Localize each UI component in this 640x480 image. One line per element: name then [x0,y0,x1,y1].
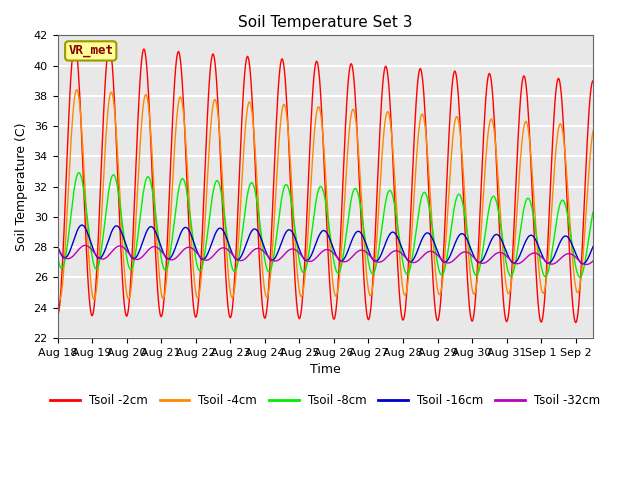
Tsoil -32cm [459,250,467,255]
Tsoil -4cm [218,162,225,168]
Tsoil -16cm [78,222,86,228]
Tsoil -16cm [171,246,179,252]
Tsoil -2cm [325,266,333,272]
Tsoil -8cm [54,252,61,258]
Tsoil -16cm [564,235,572,241]
Tsoil -2cm [459,177,467,183]
Tsoil -16cm [459,231,467,237]
Tsoil -4cm [547,213,555,218]
Tsoil -4cm [589,128,597,134]
Tsoil -4cm [54,291,61,297]
Text: VR_met: VR_met [68,45,113,58]
Tsoil -4cm [73,87,81,93]
Tsoil -2cm [572,320,580,325]
Tsoil -8cm [564,218,572,224]
Tsoil -8cm [217,188,225,194]
Tsoil -16cm [547,259,554,265]
Title: Soil Temperature Set 3: Soil Temperature Set 3 [238,15,413,30]
Tsoil -16cm [325,234,333,240]
Tsoil -8cm [589,209,597,215]
Y-axis label: Soil Temperature (C): Soil Temperature (C) [15,122,28,251]
Line: Tsoil -8cm: Tsoil -8cm [58,173,593,277]
Tsoil -2cm [589,78,597,84]
Tsoil -8cm [459,201,467,206]
Tsoil -32cm [217,245,225,251]
Tsoil -8cm [547,258,554,264]
Tsoil -4cm [326,239,333,245]
Tsoil -16cm [589,244,597,250]
Tsoil -32cm [81,242,89,248]
Line: Tsoil -2cm: Tsoil -2cm [58,44,593,323]
Tsoil -16cm [579,261,587,266]
Tsoil -4cm [460,172,467,178]
Line: Tsoil -16cm: Tsoil -16cm [58,225,593,264]
Tsoil -2cm [564,229,572,235]
Tsoil -16cm [217,226,225,231]
Tsoil -32cm [325,247,333,253]
Tsoil -16cm [54,243,61,249]
Line: Tsoil -32cm: Tsoil -32cm [58,245,593,264]
Tsoil -4cm [56,297,63,303]
Line: Tsoil -4cm: Tsoil -4cm [58,90,593,300]
Tsoil -8cm [171,214,179,219]
Tsoil -4cm [565,209,573,215]
Legend: Tsoil -2cm, Tsoil -4cm, Tsoil -8cm, Tsoil -16cm, Tsoil -32cm: Tsoil -2cm, Tsoil -4cm, Tsoil -8cm, Tsoi… [45,389,605,412]
Tsoil -4cm [172,130,179,136]
Tsoil -32cm [582,262,590,267]
Tsoil -32cm [54,247,61,252]
Tsoil -2cm [171,76,179,82]
Tsoil -32cm [171,256,179,262]
Tsoil -2cm [547,181,554,187]
Tsoil -8cm [576,275,584,280]
Tsoil -32cm [589,258,597,264]
Tsoil -2cm [71,41,79,47]
Tsoil -32cm [547,261,554,267]
Tsoil -2cm [217,166,225,172]
Tsoil -32cm [564,251,572,256]
Tsoil -2cm [54,312,61,318]
Tsoil -8cm [325,223,333,228]
X-axis label: Time: Time [310,363,340,376]
Tsoil -8cm [76,170,83,176]
